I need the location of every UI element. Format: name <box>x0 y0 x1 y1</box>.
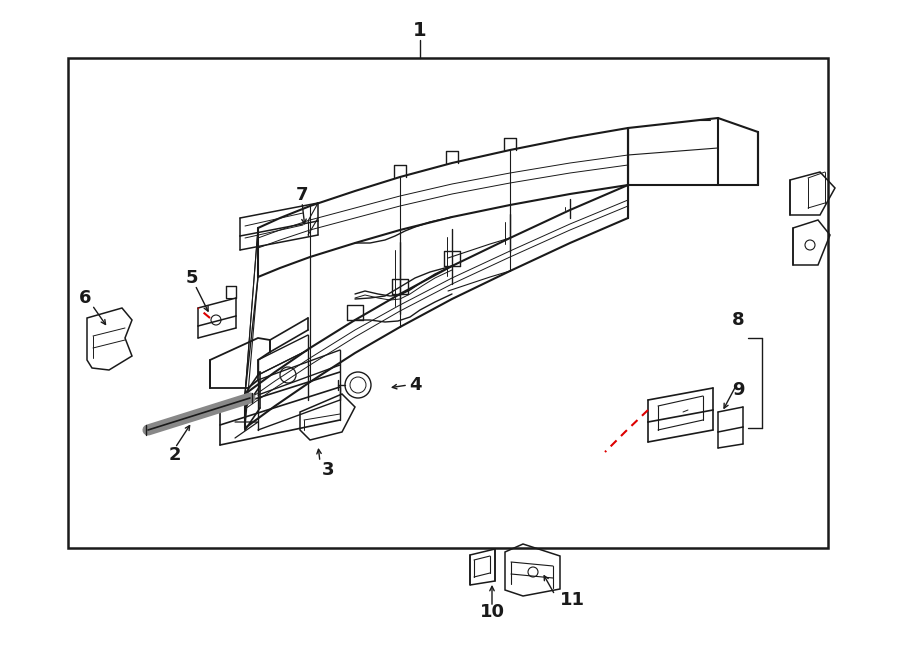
Text: 10: 10 <box>480 603 505 621</box>
Text: 6: 6 <box>79 289 91 307</box>
Text: 8: 8 <box>732 311 744 329</box>
Text: 2: 2 <box>169 446 181 464</box>
Text: 5: 5 <box>185 269 198 287</box>
Text: 9: 9 <box>732 381 744 399</box>
Text: 7: 7 <box>296 186 308 204</box>
Text: 1: 1 <box>413 20 427 40</box>
Bar <box>68 58 828 548</box>
Text: 11: 11 <box>560 591 584 609</box>
Text: 3: 3 <box>322 461 334 479</box>
Text: 4: 4 <box>409 376 421 394</box>
